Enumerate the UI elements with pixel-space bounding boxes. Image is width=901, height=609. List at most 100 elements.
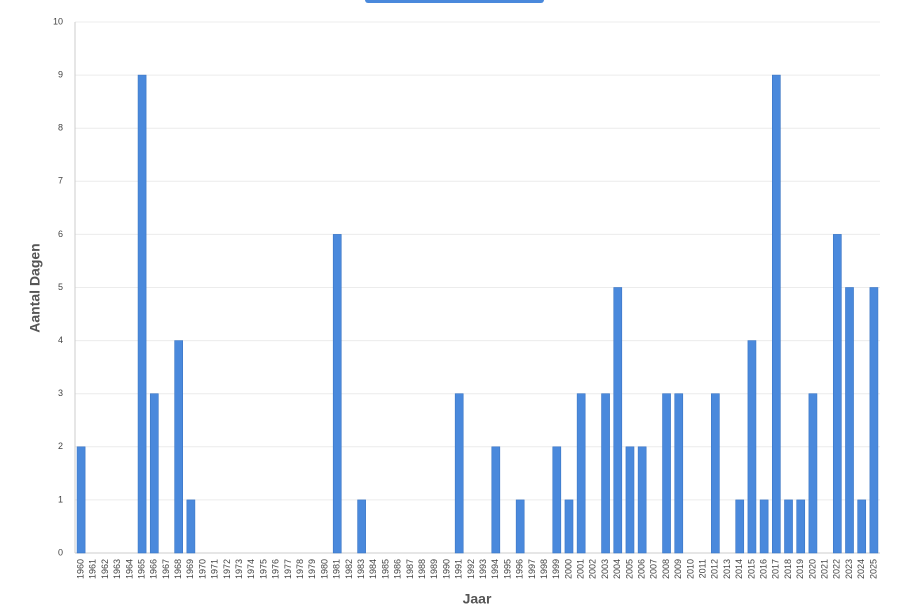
x-tick-label: 2007 <box>649 559 659 579</box>
x-tick-label: 1975 <box>258 559 268 579</box>
bar <box>747 340 757 554</box>
x-tick-label: 1982 <box>344 559 354 579</box>
x-tick-label: 1998 <box>539 559 549 579</box>
x-tick-label: 1980 <box>319 559 329 579</box>
x-tick-label: 1960 <box>75 559 85 579</box>
x-tick-label: 2002 <box>588 559 598 579</box>
bar <box>515 499 525 554</box>
x-tick-label: 1970 <box>197 559 207 579</box>
bar <box>137 74 147 554</box>
x-tick-label: 2008 <box>661 559 671 579</box>
y-tick-label: 8 <box>58 123 63 133</box>
bar <box>674 393 684 554</box>
x-tick-label: 1964 <box>124 559 134 579</box>
x-tick-label: 1963 <box>112 559 122 579</box>
bar <box>613 287 623 554</box>
x-tick-label: 2010 <box>685 559 695 579</box>
bar <box>357 499 366 554</box>
x-tick-label: 2000 <box>563 559 573 579</box>
x-axis-title: Jaar <box>463 591 492 607</box>
x-tick-label: 2025 <box>868 559 878 579</box>
y-tick-label: 10 <box>53 16 63 26</box>
y-tick-label: 0 <box>58 547 63 557</box>
y-tick-label: 2 <box>58 441 63 451</box>
bar <box>857 499 867 554</box>
x-tick-label: 1972 <box>222 559 232 579</box>
bar <box>832 234 842 554</box>
x-tick-label: 1965 <box>136 559 146 579</box>
bar <box>759 499 769 554</box>
x-tick-label: 2003 <box>600 559 610 579</box>
x-tick-label: 2015 <box>746 559 756 579</box>
x-tick-label: 2006 <box>637 559 647 579</box>
x-tick-label: 2020 <box>807 559 817 579</box>
x-tick-label: 1991 <box>454 559 464 579</box>
x-tick-label: 1996 <box>515 559 525 579</box>
x-tick-label: 1976 <box>271 559 281 579</box>
x-tick-label: 1999 <box>551 559 561 579</box>
bar <box>601 393 610 554</box>
bar <box>637 446 647 554</box>
x-tick-label: 1973 <box>234 559 244 579</box>
x-tick-label: 1971 <box>210 559 220 579</box>
x-tick-label: 1985 <box>380 559 390 579</box>
x-tick-label: 1987 <box>405 559 415 579</box>
bar <box>576 393 586 554</box>
x-tick-label: 1988 <box>417 559 427 579</box>
bar <box>808 393 818 554</box>
bar <box>491 446 501 554</box>
bar <box>149 393 159 554</box>
x-tick-label: 2016 <box>759 559 769 579</box>
bar <box>186 499 196 554</box>
bar <box>76 446 86 554</box>
y-tick-label: 9 <box>58 69 63 79</box>
x-tick-label: 2005 <box>624 559 634 579</box>
x-tick-label: 2024 <box>856 559 866 579</box>
x-tick-label: 1984 <box>368 559 378 579</box>
x-tick-label: 1977 <box>283 559 293 579</box>
bar <box>784 499 793 554</box>
x-tick-label: 1967 <box>161 559 171 579</box>
y-tick-label: 3 <box>58 388 63 398</box>
y-tick-label: 4 <box>58 335 63 345</box>
x-tick-label: 1994 <box>490 559 500 579</box>
x-tick-label: 1989 <box>429 559 439 579</box>
x-tick-label: 2017 <box>771 559 781 579</box>
x-tick-label: 1979 <box>307 559 317 579</box>
x-tick-label: 1966 <box>149 559 159 579</box>
bar <box>564 499 574 554</box>
x-tick-label: 1992 <box>466 559 476 579</box>
y-tick-label: 6 <box>58 229 63 239</box>
top-button[interactable] <box>365 0 544 3</box>
x-tick-label: 1962 <box>100 559 110 579</box>
bar <box>869 287 879 554</box>
bar <box>454 393 464 554</box>
bar <box>662 393 671 554</box>
y-axis-title: Aantal Dagen <box>27 243 43 332</box>
x-tick-label: 1995 <box>502 559 512 579</box>
x-tick-label: 2009 <box>673 559 683 579</box>
x-tick-label: 1969 <box>185 559 195 579</box>
y-tick-label: 1 <box>58 494 63 504</box>
x-tick-label: 2011 <box>698 559 708 578</box>
x-tick-label: 1990 <box>441 559 451 579</box>
x-tick-label: 1997 <box>527 559 537 579</box>
bar <box>711 393 720 554</box>
x-tick-label: 2013 <box>722 559 732 579</box>
x-tick-label: 2012 <box>710 559 720 579</box>
x-tick-label: 1993 <box>478 559 488 579</box>
bar <box>845 287 854 554</box>
y-tick-label: 7 <box>58 176 63 186</box>
bar <box>735 499 745 554</box>
y-tick-label: 5 <box>58 282 63 292</box>
bar <box>796 499 806 554</box>
x-tick-label: 1981 <box>332 559 342 579</box>
x-tick-label: 1961 <box>88 559 98 579</box>
bar <box>772 74 781 554</box>
x-tick-label: 2023 <box>844 559 854 579</box>
x-tick-label: 1974 <box>246 559 256 579</box>
bar <box>625 446 635 554</box>
x-tick-label: 1983 <box>356 559 366 579</box>
